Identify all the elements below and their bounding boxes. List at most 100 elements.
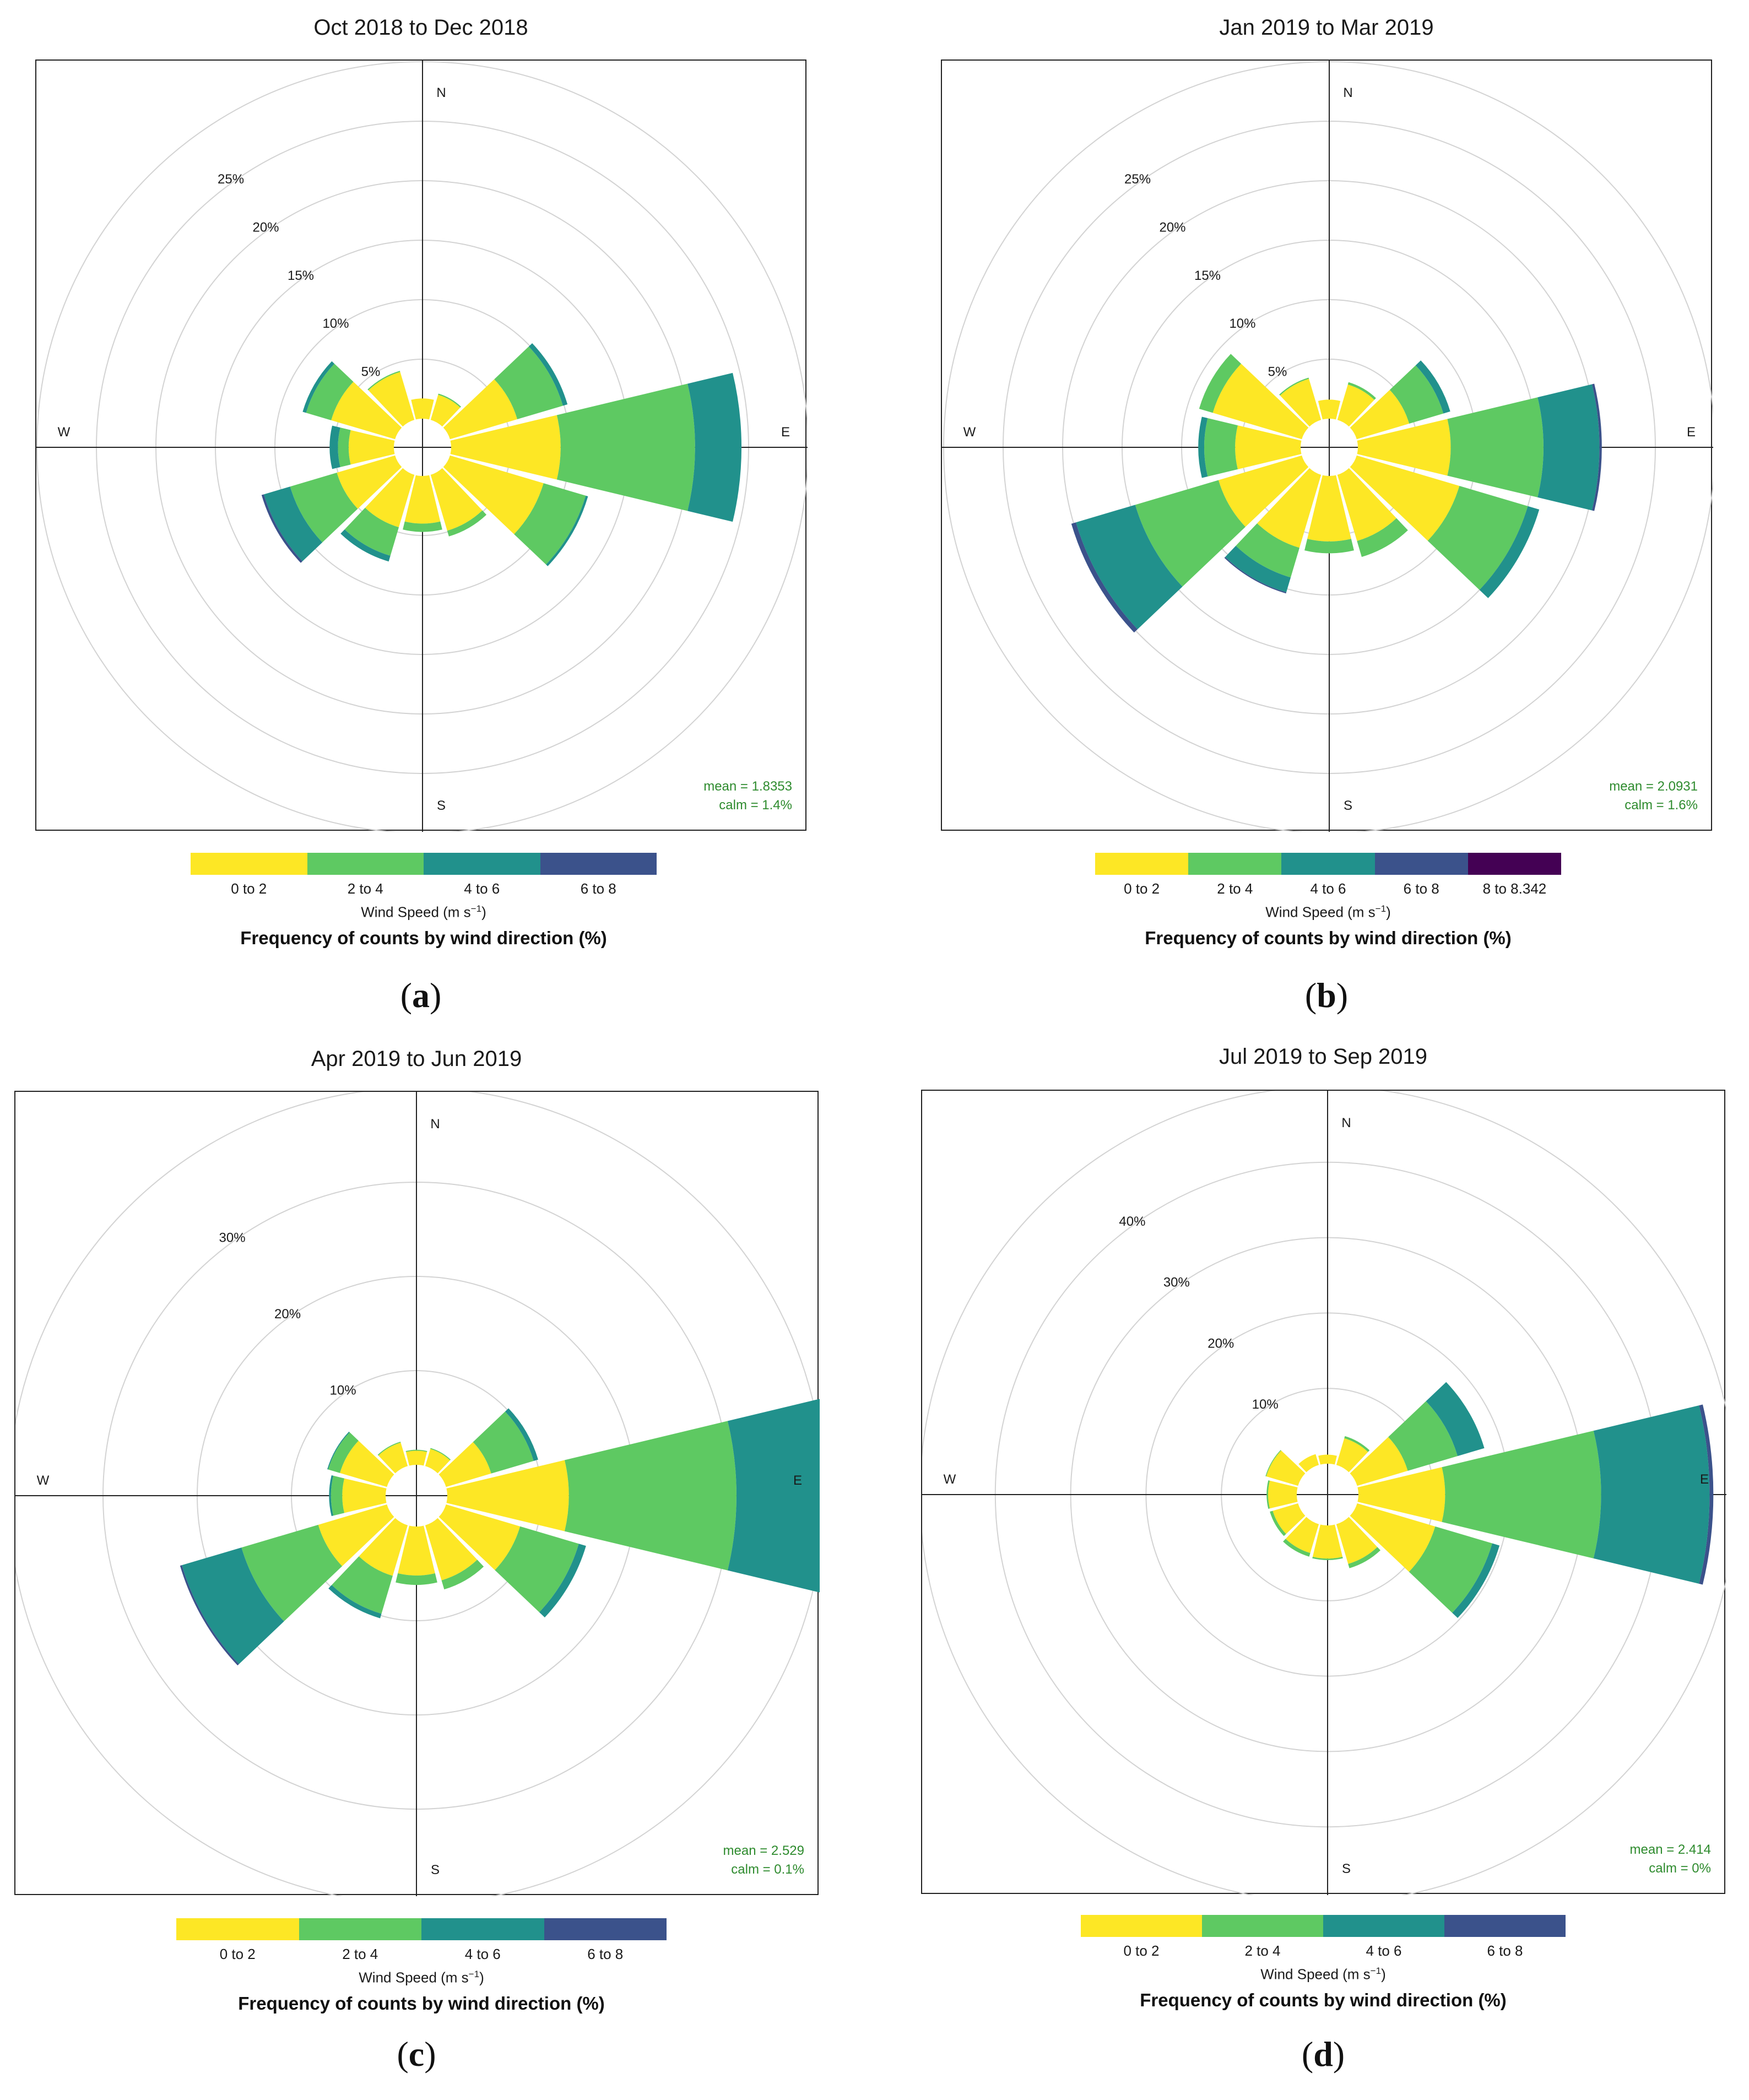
sector-330deg-bin0 <box>378 1442 408 1474</box>
compass-label: S <box>437 798 446 813</box>
legend-swatch-4-6 <box>1281 853 1375 875</box>
panel-c-legend-bar <box>176 1918 667 1940</box>
panel-a-wind-rose: 5% 10% 15% 20% 25% N E S W <box>36 61 808 832</box>
sector-330deg-bin0 <box>368 372 415 427</box>
legend-swatch-6-8 <box>1444 1915 1566 1937</box>
legend-swatch-2-4 <box>299 1918 421 1940</box>
sector-30deg-bin1 <box>1347 382 1376 400</box>
wind-sectors <box>1071 354 1602 633</box>
legend-label: 2 to 4 <box>347 880 383 897</box>
sector-270deg-bin2 <box>1198 416 1208 478</box>
ring-label: 20% <box>252 220 279 235</box>
sector-120deg-bin2 <box>546 495 588 566</box>
legend-label: 2 to 4 <box>1244 1942 1281 1959</box>
panel-d-legend-bar <box>1081 1915 1566 1937</box>
sector-210deg-bin1 <box>1236 523 1299 578</box>
sector-300deg-bin1 <box>1265 1450 1281 1476</box>
sector-240deg-bin1 <box>1135 480 1246 587</box>
panel-a-legend-labels: 0 to 2 2 to 4 4 to 6 6 to 8 <box>191 880 657 897</box>
sector-270deg-bin2 <box>329 425 340 469</box>
legend-label: 0 to 2 <box>1123 1942 1160 1959</box>
compass-label: W <box>944 1472 956 1487</box>
sector-90deg-bin0 <box>446 1460 569 1531</box>
panel-b-legend-labels: 0 to 2 2 to 4 4 to 6 6 to 8 8 to 8.342 <box>1095 880 1561 897</box>
panel-c-mean: mean = 2.529 <box>723 1843 804 1858</box>
sector-90deg-bin1 <box>1442 1431 1601 1558</box>
sector-90deg-bin1 <box>1447 397 1544 497</box>
sector-150deg-bin1 <box>1357 518 1408 557</box>
sector-240deg-bin0 <box>337 455 402 509</box>
sector-210deg-bin0 <box>365 468 415 528</box>
sector-60deg-bin2 <box>528 343 568 406</box>
panel-d-mean: mean = 2.414 <box>1629 1842 1711 1857</box>
sector-60deg-bin2 <box>505 1408 538 1461</box>
sector-0deg-bin1 <box>405 1449 427 1452</box>
sector-240deg-bin3 <box>1071 522 1138 633</box>
panel-d-caption: Frequency of counts by wind direction (%… <box>1140 1990 1507 2010</box>
panel-c-label: (c) <box>397 2034 436 2074</box>
compass-label: E <box>1700 1472 1709 1487</box>
sector-120deg-bin1 <box>1409 1526 1492 1613</box>
ring-label: 30% <box>219 1231 246 1246</box>
sector-330deg-bin0 <box>1298 1454 1319 1473</box>
sector-270deg-bin0 <box>342 1478 387 1513</box>
panel-d-label: (d) <box>1301 2034 1345 2074</box>
sector-270deg-bin1 <box>1204 418 1238 477</box>
sector-30deg-bin0 <box>425 1449 450 1474</box>
legend-swatch-6-8 <box>540 853 657 875</box>
ring-label: 10% <box>1252 1397 1279 1412</box>
ring-label: 20% <box>1207 1336 1234 1351</box>
sector-240deg-bin1 <box>1270 1511 1286 1536</box>
sector-330deg-bin1 <box>377 1442 401 1456</box>
sector-180deg-bin0 <box>404 475 441 524</box>
sector-270deg-bin2 <box>329 1475 334 1517</box>
legend-swatch-0-2 <box>1095 853 1189 875</box>
ring-label: 5% <box>1268 365 1287 380</box>
panel-c-wind-speed-label: Wind Speed (m s−1) <box>359 1969 484 1986</box>
legend-swatch-6-8 <box>544 1918 667 1940</box>
panel-b-title: Jan 2019 to Mar 2019 <box>1219 15 1434 40</box>
legend-label: 0 to 2 <box>1124 880 1160 897</box>
sector-90deg-bin2 <box>1593 1405 1710 1584</box>
panel-c-wind-rose: 10% 20% 30% N E S W <box>15 1092 820 1896</box>
sector-90deg-bin0 <box>1357 1467 1445 1522</box>
sector-90deg-bin2 <box>687 372 742 522</box>
sector-180deg-bin0 <box>1307 475 1351 542</box>
legend-label: 2 to 4 <box>342 1946 378 1962</box>
panel-c-title: Apr 2019 to Jun 2019 <box>311 1047 522 1071</box>
sector-180deg-bin0 <box>398 1525 435 1576</box>
panel-b-caption: Frequency of counts by wind direction (%… <box>1145 928 1512 948</box>
panel-b-calm: calm = 1.6% <box>1625 798 1698 813</box>
sector-240deg-bin1 <box>290 473 358 543</box>
panel-c-calm: calm = 0.1% <box>731 1862 804 1877</box>
sector-30deg-bin1 <box>438 393 461 408</box>
compass-label: E <box>1687 425 1696 440</box>
legend-label: 2 to 4 <box>1217 880 1253 897</box>
panel-a-title: Oct 2018 to Dec 2018 <box>313 15 528 40</box>
sector-60deg-bin0 <box>443 379 518 440</box>
sector-180deg-bin1 <box>1304 539 1354 554</box>
ring-label: 25% <box>218 172 244 187</box>
compass-label: S <box>1344 798 1352 813</box>
sector-270deg-bin0 <box>348 430 395 465</box>
wind-sectors <box>180 1399 820 1666</box>
sector-120deg-bin0 <box>1350 455 1460 541</box>
sector-150deg-bin1 <box>441 1560 484 1590</box>
sector-60deg-bin0 <box>438 1442 491 1487</box>
legend-swatch-2-4 <box>1188 853 1282 875</box>
legend-swatch-4-6 <box>1323 1915 1444 1937</box>
sector-30deg-bin0 <box>430 394 461 427</box>
wind-sectors <box>1265 1382 1714 1619</box>
sector-60deg-bin1 <box>1388 1401 1458 1471</box>
sector-90deg-bin2 <box>727 1399 820 1593</box>
sector-150deg-bin0 <box>1336 1517 1378 1564</box>
compass-label: W <box>37 1473 50 1488</box>
legend-swatch-0-2 <box>1081 1915 1202 1937</box>
compass-label: S <box>431 1863 440 1877</box>
sector-210deg-bin1 <box>1283 1539 1311 1557</box>
sector-0deg-bin0 <box>1318 399 1341 420</box>
sector-210deg-bin2 <box>328 1585 382 1619</box>
compass-label: E <box>781 425 790 440</box>
ring-label: 10% <box>322 316 349 331</box>
sector-120deg-bin1 <box>495 1526 579 1612</box>
